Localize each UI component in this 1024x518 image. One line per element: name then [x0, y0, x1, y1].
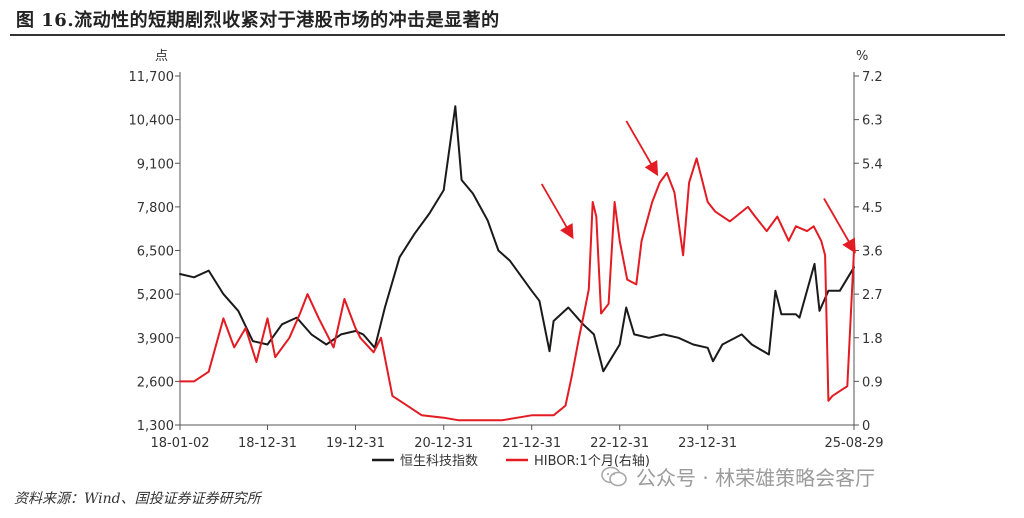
right-tick-label: 1.8 [862, 332, 883, 347]
x-tick-label: 19-12-31 [326, 436, 385, 451]
left-tick-label: 11,700 [129, 70, 175, 85]
x-tick-label: 18-12-31 [238, 436, 297, 451]
legend-label: HIBOR:1个月(右轴) [534, 454, 650, 469]
watermark: 公众号 · 林荣雄策略会客厅 [600, 462, 875, 491]
right-tick-label: 4.5 [862, 201, 883, 216]
left-tick-label: 1,300 [137, 419, 174, 434]
series-line-hibor [179, 157, 855, 422]
left-tick-label: 2,600 [137, 375, 174, 390]
right-tick-label: 2.7 [862, 288, 883, 303]
x-tick-label: 18-01-02 [150, 436, 209, 451]
title-divider [10, 34, 1005, 36]
left-tick-label: 6,500 [137, 245, 174, 260]
left-tick-label: 3,900 [137, 332, 174, 347]
chart-annotations [540, 120, 856, 254]
chart-area: 点 % 1,300 2,600 3,900 5,200 6,500 7,800 9,100 10,… [129, 49, 884, 469]
chat-bubble-icon [601, 466, 627, 486]
x-tick-label: 25-08-29 [824, 436, 883, 451]
left-tick-label: 5,200 [137, 288, 174, 303]
left-tick-label: 9,100 [137, 157, 174, 172]
x-tick-label: 23-12-31 [678, 436, 737, 451]
legend-label: 恒生科技指数 [400, 454, 478, 469]
series-line-hstech [179, 105, 855, 373]
right-tick-label: 0.9 [862, 375, 883, 390]
x-tick-label: 20-12-31 [414, 436, 473, 451]
chart-title: 图 16.流动性的短期剧烈收紧对于港股市场的冲击是显著的 [16, 10, 500, 31]
left-axis-unit: 点 [155, 49, 168, 64]
watermark-text: 公众号 · 林荣雄策略会客厅 [636, 466, 876, 490]
left-tick-label: 10,400 [129, 114, 175, 129]
chart-legend: 恒生科技指数 HIBOR:1个月(右轴) [372, 454, 650, 469]
chart-series [179, 105, 855, 422]
right-tick-label: 3.6 [862, 245, 883, 260]
x-tick-label: 22-12-31 [590, 436, 649, 451]
annotation-arrow [625, 120, 659, 177]
right-tick-label: 0 [862, 419, 870, 434]
right-tick-label: 5.4 [862, 157, 883, 172]
x-tick-label: 21-12-31 [502, 436, 561, 451]
right-tick-label: 7.2 [862, 70, 883, 85]
left-tick-label: 7,800 [137, 201, 174, 216]
annotation-arrow [823, 198, 856, 254]
annotation-arrow [540, 183, 574, 240]
chart-axes: 点 % 1,300 2,600 3,900 5,200 6,500 7,800 9,100 10,… [129, 49, 884, 451]
right-tick-label: 6.3 [862, 114, 883, 129]
source-note: 资料来源：Wind、国投证券证券研究所 [14, 491, 261, 507]
right-axis-unit: % [856, 49, 868, 64]
